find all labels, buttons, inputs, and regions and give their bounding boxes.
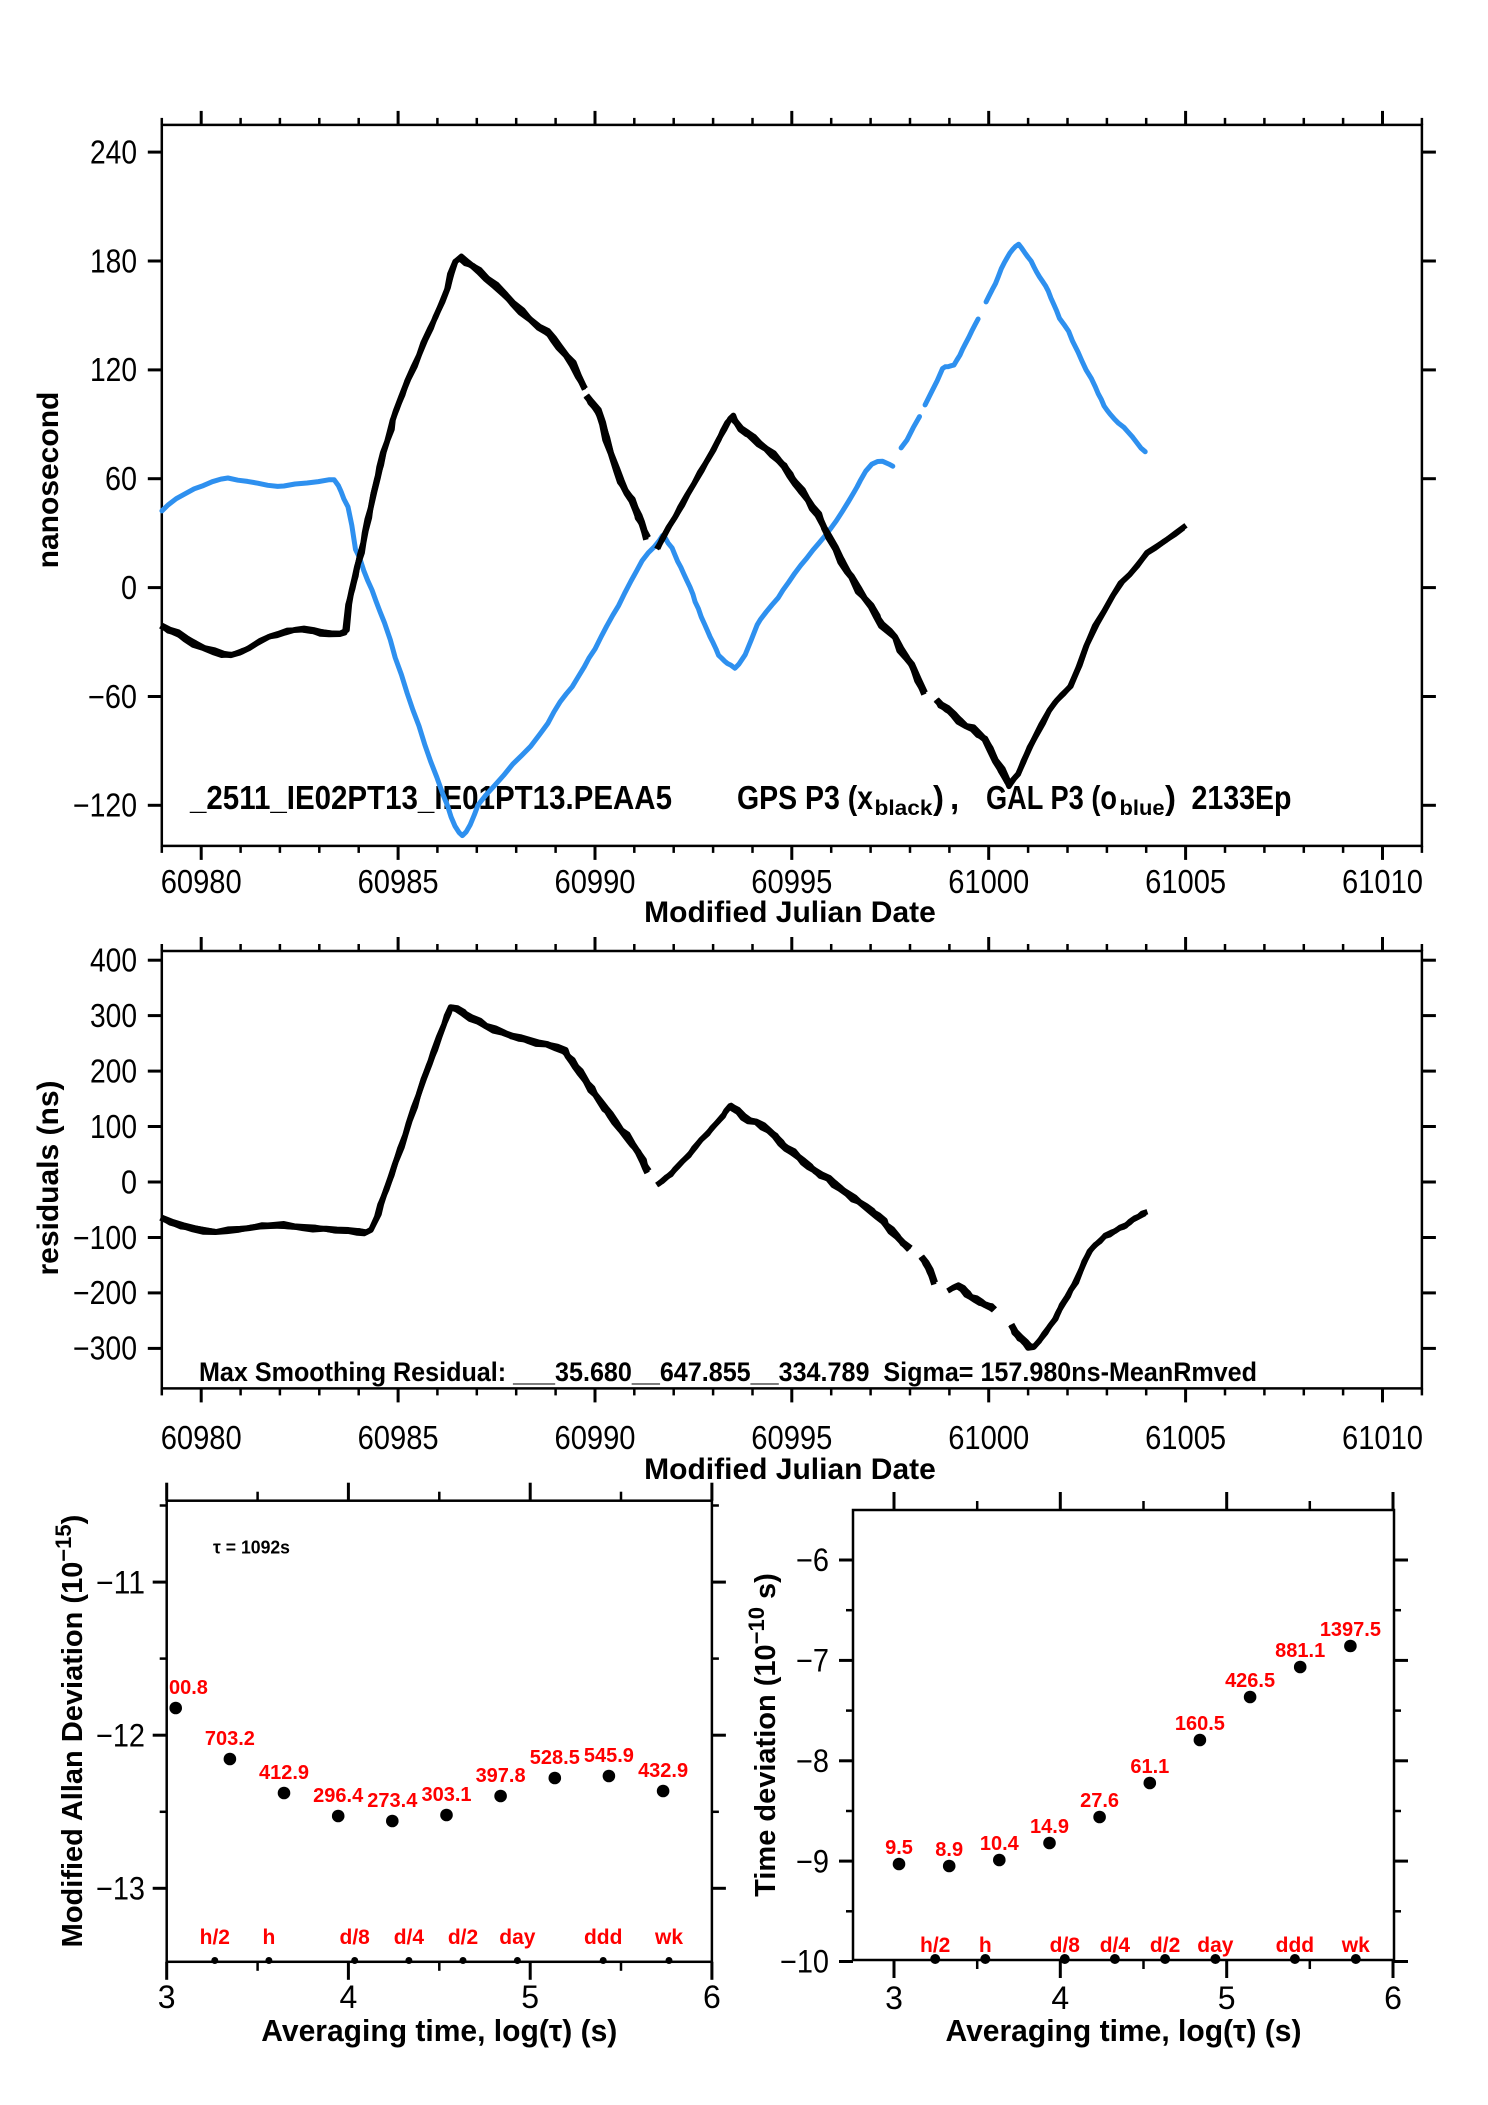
svg-text:9.5: 9.5 [885, 1837, 913, 1859]
svg-text:Modified Julian Date: Modified Julian Date [644, 1453, 936, 1486]
svg-text:6: 6 [1384, 1980, 1402, 2016]
svg-text:0: 0 [121, 569, 137, 606]
svg-text:5: 5 [521, 1979, 539, 2015]
svg-text:4: 4 [1051, 1980, 1069, 2016]
svg-text:60: 60 [105, 460, 137, 497]
svg-text:wk: wk [1341, 1934, 1370, 1957]
svg-text:−60: −60 [88, 678, 137, 715]
svg-text:400: 400 [90, 942, 137, 979]
svg-text:200: 200 [90, 1052, 137, 1089]
svg-text:3: 3 [885, 1980, 903, 2016]
svg-text:881.1: 881.1 [1275, 1640, 1325, 1662]
svg-text:): ) [933, 779, 944, 816]
svg-text:120: 120 [90, 351, 137, 388]
svg-text:d/2: d/2 [1150, 1934, 1180, 1957]
svg-text:d/4: d/4 [1100, 1934, 1131, 1957]
svg-text:−9: −9 [796, 1843, 829, 1879]
svg-text:60985: 60985 [358, 863, 439, 900]
svg-text:−10: −10 [780, 1944, 829, 1980]
svg-text:−200: −200 [73, 1274, 137, 1311]
svg-text:432.9: 432.9 [638, 1760, 688, 1782]
svg-text:4: 4 [340, 1979, 358, 2015]
svg-text:blue: blue [1120, 797, 1165, 820]
svg-text:60980: 60980 [161, 1419, 242, 1456]
svg-text:703.2: 703.2 [205, 1728, 255, 1750]
svg-text:10.4: 10.4 [980, 1833, 1020, 1855]
svg-text:Averaging time, log(τ) (s): Averaging time, log(τ) (s) [946, 2013, 1302, 2048]
svg-text:Modified Julian Date: Modified Julian Date [644, 896, 936, 929]
svg-text:180: 180 [90, 242, 137, 279]
svg-text:0: 0 [121, 1163, 137, 1200]
svg-text:ddd: ddd [1276, 1934, 1314, 1957]
svg-text:61005: 61005 [1145, 1419, 1226, 1456]
svg-text:−7: −7 [796, 1643, 829, 1679]
svg-text:397.8: 397.8 [476, 1765, 526, 1787]
svg-text:GPS P3 (x: GPS P3 (x [737, 779, 874, 816]
svg-text:6: 6 [703, 1979, 721, 2015]
svg-text:h: h [262, 1926, 275, 1949]
svg-text:Max Smoothing Residual: ___35.: Max Smoothing Residual: ___35.680__647.8… [199, 1357, 1257, 1387]
svg-text:426.5: 426.5 [1225, 1670, 1275, 1692]
svg-text:τ = 1092s: τ = 1092s [213, 1538, 290, 1558]
svg-text:day: day [499, 1926, 536, 1949]
svg-text:,: , [950, 779, 959, 816]
svg-text:303.1: 303.1 [421, 1784, 471, 1806]
svg-text:60995: 60995 [751, 1419, 832, 1456]
svg-text:Modified Allan Deviation (10−1: Modified Allan Deviation (10−15) [51, 1515, 89, 1948]
svg-text:60990: 60990 [555, 1419, 636, 1456]
svg-text:300: 300 [90, 997, 137, 1034]
svg-text:61000: 61000 [948, 863, 1029, 900]
svg-text:61000: 61000 [948, 1419, 1029, 1456]
svg-text:3: 3 [158, 1979, 176, 2015]
svg-text:100: 100 [90, 1108, 137, 1145]
svg-text:h: h [979, 1934, 992, 1957]
svg-text:528.5: 528.5 [530, 1747, 580, 1769]
svg-text:−6: −6 [796, 1542, 829, 1578]
svg-text:h/2: h/2 [200, 1926, 230, 1949]
svg-text:day: day [1197, 1934, 1234, 1957]
svg-text:residuals (ns): residuals (ns) [32, 1080, 65, 1275]
svg-text:d/2: d/2 [448, 1926, 478, 1949]
svg-text:−120: −120 [73, 787, 137, 824]
svg-text:−12: −12 [96, 1717, 145, 1753]
svg-text:): ) [1165, 779, 1176, 816]
svg-text:160.5: 160.5 [1175, 1713, 1225, 1735]
svg-text:1397.5: 1397.5 [1320, 1619, 1381, 1641]
svg-text:61010: 61010 [1342, 1419, 1423, 1456]
svg-text:black: black [875, 797, 933, 820]
svg-text:296.4: 296.4 [313, 1785, 364, 1807]
svg-text:27.6: 27.6 [1080, 1790, 1119, 1812]
svg-text:d/4: d/4 [394, 1926, 425, 1949]
svg-text:−8: −8 [796, 1743, 829, 1779]
svg-text:545.9: 545.9 [584, 1745, 634, 1767]
svg-text:5: 5 [1218, 1980, 1236, 2016]
svg-text:273.4: 273.4 [367, 1790, 418, 1812]
svg-text:ddd: ddd [584, 1926, 622, 1949]
svg-text:8.9: 8.9 [935, 1839, 963, 1861]
svg-text:60995: 60995 [751, 863, 832, 900]
svg-text:61005: 61005 [1145, 863, 1226, 900]
svg-text:nanosecond: nanosecond [32, 392, 65, 569]
svg-text:412.9: 412.9 [259, 1762, 309, 1784]
svg-text:d/8: d/8 [340, 1926, 371, 1949]
svg-text:d/8: d/8 [1050, 1934, 1081, 1957]
svg-text:−13: −13 [96, 1871, 145, 1907]
svg-text:wk: wk [654, 1926, 683, 1949]
svg-text:−100: −100 [73, 1219, 137, 1256]
svg-text:60990: 60990 [555, 863, 636, 900]
svg-text:61010: 61010 [1342, 863, 1423, 900]
svg-text:60980: 60980 [161, 863, 242, 900]
svg-text:14.9: 14.9 [1030, 1816, 1069, 1838]
svg-text:60985: 60985 [358, 1419, 439, 1456]
svg-text:h/2: h/2 [920, 1934, 950, 1957]
svg-text:−300: −300 [73, 1330, 137, 1367]
svg-text:2133Ep: 2133Ep [1192, 779, 1292, 816]
svg-text:Averaging time, log(τ) (s): Averaging time, log(τ) (s) [261, 2013, 617, 2048]
svg-text:00.8: 00.8 [169, 1677, 208, 1699]
svg-text:61.1: 61.1 [1130, 1756, 1169, 1778]
svg-text:_2511_IE02PT13_IE01PT13.PEAA5: _2511_IE02PT13_IE01PT13.PEAA5 [189, 779, 672, 816]
svg-text:−11: −11 [96, 1564, 145, 1600]
svg-text:240: 240 [90, 133, 137, 170]
